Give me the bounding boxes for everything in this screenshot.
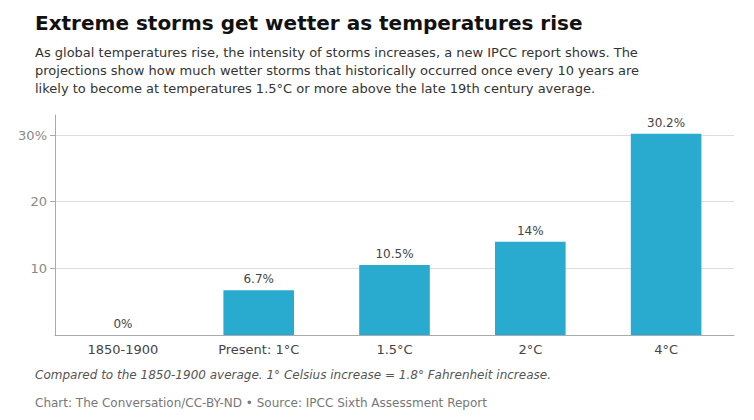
svg-text:14%: 14% (517, 224, 544, 238)
svg-text:6.7%: 6.7% (243, 272, 274, 286)
svg-text:Chart: The Conversation/CC-BY-: Chart: The Conversation/CC-BY-ND • Sourc… (35, 396, 487, 410)
svg-text:Present: 1°C: Present: 1°C (218, 342, 299, 357)
svg-text:30%: 30% (18, 128, 47, 143)
svg-text:20: 20 (30, 194, 47, 209)
svg-text:projections show how much wett: projections show how much wetter storms … (35, 63, 639, 78)
svg-text:1.5°C: 1.5°C (376, 342, 412, 357)
svg-text:10.5%: 10.5% (375, 247, 413, 261)
svg-text:30.2%: 30.2% (647, 116, 685, 130)
svg-text:Compared to the 1850-1900 aver: Compared to the 1850-1900 average. 1° Ce… (35, 368, 551, 382)
svg-text:2°C: 2°C (518, 342, 542, 357)
svg-text:Extreme storms get wetter as t: Extreme storms get wetter as temperature… (35, 11, 583, 35)
svg-text:As global temperatures rise, t: As global temperatures rise, the intensi… (35, 45, 638, 60)
svg-text:10: 10 (30, 261, 47, 276)
svg-text:0%: 0% (113, 317, 132, 331)
svg-text:likely to become at temperatur: likely to become at temperatures 1.5°C o… (35, 81, 595, 96)
svg-text:1850-1900: 1850-1900 (87, 342, 158, 357)
svg-text:4°C: 4°C (654, 342, 678, 357)
